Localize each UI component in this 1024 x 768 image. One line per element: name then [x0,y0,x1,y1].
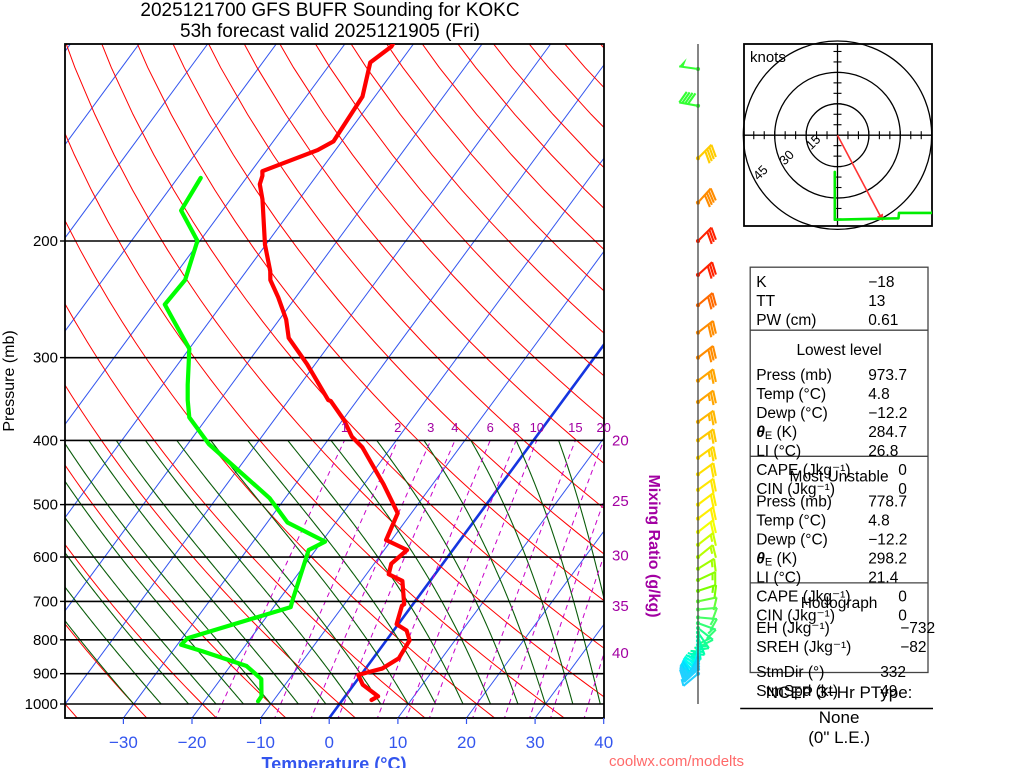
svg-text:SREH (Jkg⁻¹): SREH (Jkg⁻¹) [756,639,851,656]
svg-text:2: 2 [394,420,401,435]
svg-text:4.8: 4.8 [868,386,890,403]
svg-text:25: 25 [612,493,629,510]
svg-text:knots: knots [750,49,786,66]
svg-text:20: 20 [612,432,629,449]
svg-text:NCEP 3−Hr PType:: NCEP 3−Hr PType: [766,683,913,702]
svg-text:TT: TT [756,293,775,310]
svg-text:400: 400 [33,432,58,449]
svg-text:Press (mb): Press (mb) [756,493,832,510]
svg-text:None: None [819,708,860,727]
svg-text:Hodograph: Hodograph [801,595,878,612]
svg-text:13: 13 [868,293,885,310]
svg-text:2025121700 GFS BUFR Sounding f: 2025121700 GFS BUFR Sounding for KOKC [140,0,519,21]
svg-text:778.7: 778.7 [868,493,907,510]
svg-text:−82: −82 [900,639,926,656]
svg-text:800: 800 [33,632,58,649]
svg-text:PW (cm): PW (cm) [756,312,816,329]
svg-text:500: 500 [33,497,58,514]
svg-text:40: 40 [594,733,613,752]
svg-text:Most Unstable: Most Unstable [790,468,889,485]
svg-text:300: 300 [33,350,58,367]
svg-text:26.8: 26.8 [868,443,898,460]
svg-text:θE (K): θE (K) [756,550,797,568]
svg-text:Dewp (°C): Dewp (°C) [756,531,828,548]
svg-text:8: 8 [513,420,520,435]
svg-text:(0" L.E.): (0" L.E.) [808,728,870,747]
svg-text:20: 20 [457,733,476,752]
svg-text:35: 35 [612,598,629,615]
svg-text:284.7: 284.7 [868,424,907,441]
svg-text:Temperature (°C): Temperature (°C) [262,754,407,768]
svg-text:30: 30 [612,548,629,565]
svg-text:10: 10 [530,420,544,435]
svg-text:EH (Jkg⁻¹): EH (Jkg⁻¹) [756,620,830,637]
svg-text:700: 700 [33,593,58,610]
svg-text:K: K [756,274,767,291]
svg-text:coolwx.com/modelts: coolwx.com/modelts [609,753,744,768]
svg-text:21.4: 21.4 [868,569,899,586]
svg-text:30: 30 [526,733,545,752]
svg-text:Mixing Ratio (g/kg): Mixing Ratio (g/kg) [645,474,662,617]
svg-text:0: 0 [324,733,333,752]
svg-text:0: 0 [898,588,907,605]
svg-text:1: 1 [341,420,348,435]
svg-text:20: 20 [596,420,610,435]
svg-text:−18: −18 [868,274,894,291]
svg-text:θE (K): θE (K) [756,424,797,442]
svg-text:200: 200 [33,233,58,250]
svg-text:40: 40 [612,645,629,662]
svg-text:0.61: 0.61 [868,312,898,329]
svg-text:StmDir (°): StmDir (°) [756,664,824,681]
svg-text:−12.2: −12.2 [868,531,907,548]
svg-text:Press (mb): Press (mb) [756,367,832,384]
svg-text:LI (°C): LI (°C) [756,569,801,586]
svg-text:4: 4 [451,420,458,435]
svg-text:332: 332 [880,664,906,681]
svg-text:LI (°C): LI (°C) [756,443,801,460]
svg-text:1000: 1000 [25,696,58,713]
svg-text:298.2: 298.2 [868,550,907,567]
svg-text:Temp (°C): Temp (°C) [756,512,826,529]
svg-text:973.7: 973.7 [868,367,907,384]
svg-text:4.8: 4.8 [868,512,890,529]
svg-text:15: 15 [568,420,582,435]
svg-text:−732: −732 [900,620,935,637]
svg-text:600: 600 [33,549,58,566]
svg-text:53h forecast valid 2025121905: 53h forecast valid 2025121905 (Fri) [180,21,480,42]
svg-text:3: 3 [427,420,434,435]
svg-text:−20: −20 [178,733,207,752]
svg-text:Lowest level: Lowest level [796,342,881,359]
svg-text:900: 900 [33,666,58,683]
svg-text:Temp (°C): Temp (°C) [756,386,826,403]
svg-text:−10: −10 [246,733,275,752]
svg-text:−30: −30 [109,733,138,752]
svg-text:−12.2: −12.2 [868,405,907,422]
svg-text:0: 0 [898,462,907,479]
svg-text:6: 6 [487,420,494,435]
svg-text:10: 10 [388,733,407,752]
svg-text:Dewp (°C): Dewp (°C) [756,405,828,422]
svg-text:Pressure (mb): Pressure (mb) [1,330,18,431]
